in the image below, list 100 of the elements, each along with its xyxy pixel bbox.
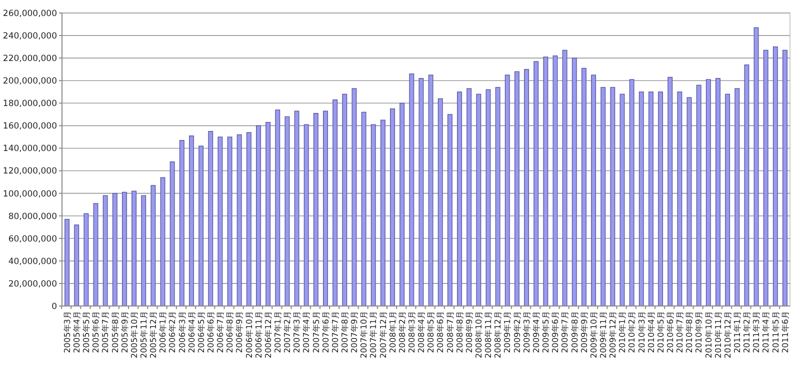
x-tick-label: 2007年9月 <box>349 311 360 354</box>
x-tick-label: 2005年3月 <box>62 311 72 354</box>
bar <box>638 92 644 306</box>
bar <box>170 161 175 306</box>
bar <box>132 190 136 306</box>
x-tick-label: 2010年1月 <box>617 311 628 354</box>
x-tick-label: 2005年5月 <box>81 311 92 354</box>
x-tick-label: 2008年6月 <box>435 311 446 354</box>
bar <box>772 46 778 306</box>
x-tick-label: 2011年1月 <box>732 311 742 354</box>
x-tick-label: 2009年1月 <box>502 311 512 354</box>
bar <box>552 56 558 306</box>
x-tick-label: 2005年11月 <box>138 311 148 358</box>
bar <box>208 131 214 306</box>
bar <box>572 58 577 306</box>
y-tick-label: 120,000,000 <box>2 166 57 177</box>
bar <box>696 84 702 306</box>
x-tick-label: 2005年6月 <box>90 311 101 354</box>
x-tick-label: 2009年10月 <box>588 311 598 358</box>
x-tick-label: 2009年9月 <box>578 311 589 354</box>
bar <box>141 195 146 306</box>
x-tick-label: 2007年3月 <box>292 311 302 354</box>
x-tick-label: 2010年6月 <box>664 311 675 354</box>
bar <box>686 97 692 306</box>
x-tick-label: 2010年7月 <box>674 311 685 354</box>
bar <box>504 74 510 306</box>
x-tick-label: 2007年4月 <box>301 311 312 354</box>
x-tick-label: 2011年3月 <box>751 311 762 354</box>
x-tick-label: 2008年10月 <box>474 311 484 358</box>
x-tick-label: 2006年4月 <box>186 311 196 354</box>
x-tick-label: 2008年9月 <box>464 311 474 354</box>
x-tick-label: 2006年5月 <box>196 311 206 354</box>
bar <box>294 110 300 306</box>
y-tick-label: 200,000,000 <box>2 76 57 87</box>
bar <box>218 136 223 306</box>
x-tick-label: 2010年11月 <box>712 311 723 358</box>
x-tick-label: 2009年5月 <box>540 311 551 354</box>
x-tick-label: 2007年7月 <box>330 311 340 354</box>
bar <box>361 112 366 306</box>
bar <box>534 61 539 306</box>
bar <box>716 78 720 306</box>
x-tick-label: 2009年4月 <box>530 311 541 354</box>
y-tick-label: 80,000,000 <box>8 212 57 222</box>
y-tick-label: 160,000,000 <box>2 122 57 132</box>
bar <box>400 102 405 306</box>
bar <box>543 56 548 306</box>
y-tick-label: 260,000,000 <box>2 8 57 19</box>
bar <box>246 132 252 306</box>
bar <box>418 78 424 306</box>
x-tick-label: 2007年6月 <box>320 311 330 354</box>
bar <box>236 134 242 306</box>
bar <box>428 74 434 306</box>
x-tick-label: 2010年3月 <box>636 311 646 354</box>
bar <box>284 116 290 306</box>
y-tick-label: 140,000,000 <box>2 144 57 154</box>
x-tick-label: 2007年12月 <box>378 311 388 358</box>
bar <box>390 108 395 306</box>
x-tick-label: 2009年2月 <box>512 311 522 354</box>
bar <box>744 64 750 306</box>
x-tick-label: 2007年5月 <box>310 311 321 354</box>
x-tick-label: 2005年4月 <box>71 311 82 354</box>
bar <box>514 71 520 306</box>
bar <box>64 218 70 306</box>
y-tick-label: 60,000,000 <box>8 234 57 244</box>
bar <box>438 98 443 306</box>
x-tick-label: 2006年3月 <box>176 311 187 354</box>
y-tick-label: 40,000,000 <box>8 256 57 267</box>
x-tick-label: 2006年10月 <box>244 311 254 358</box>
x-tick-label: 2008年2月 <box>396 311 407 354</box>
x-tick-label: 2006年12月 <box>262 311 273 358</box>
bar <box>754 27 759 306</box>
bar <box>466 88 472 306</box>
x-tick-label: 2006年6月 <box>205 311 216 354</box>
x-tick-label: 2009年8月 <box>569 311 580 354</box>
x-tick-label: 2008年11月 <box>483 311 494 358</box>
bar <box>102 195 108 306</box>
bar <box>380 120 386 306</box>
bar <box>275 110 280 306</box>
bar <box>150 185 156 306</box>
bar <box>486 89 491 306</box>
bar <box>658 92 663 306</box>
x-tick-label: 2008年8月 <box>454 311 464 354</box>
x-tick-label: 2009年7月 <box>560 311 570 354</box>
bar <box>342 94 348 306</box>
x-tick-label: 2009年12月 <box>608 311 618 358</box>
x-tick-label: 2008年12月 <box>492 311 503 358</box>
y-tick-label: 180,000,000 <box>2 99 57 110</box>
x-tick-label: 2011年2月 <box>742 311 752 354</box>
bar <box>706 79 711 306</box>
bar <box>668 76 673 306</box>
x-tick-label: 2011年5月 <box>770 311 780 354</box>
x-tick-label: 2008年5月 <box>426 311 436 354</box>
bar <box>620 94 625 306</box>
x-tick-label: 2008年4月 <box>416 311 426 354</box>
bar <box>562 50 568 306</box>
y-tick-label: 220,000,000 <box>2 54 57 64</box>
bar <box>591 74 596 306</box>
y-tick-label: 20,000,000 <box>8 279 57 290</box>
bar <box>476 94 482 306</box>
y-tick-label: 0 <box>52 302 57 312</box>
